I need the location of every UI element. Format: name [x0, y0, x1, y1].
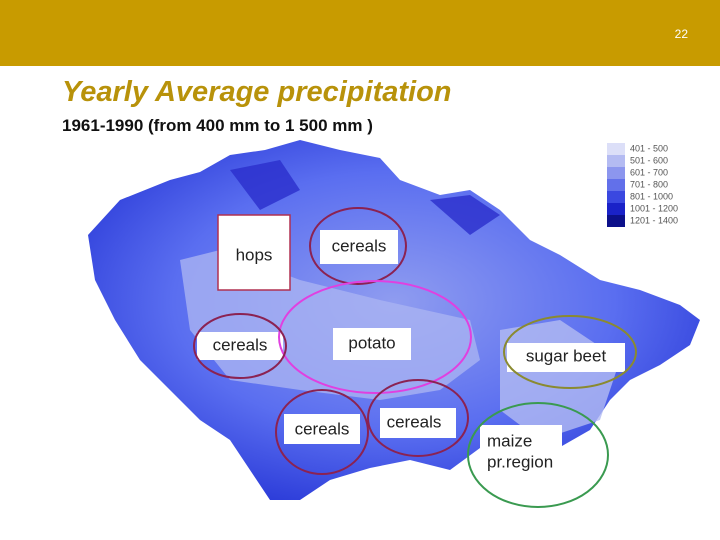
- region-outline: [193, 313, 287, 379]
- crop-label: maize: [487, 431, 532, 450]
- crop-label: cereals: [332, 236, 387, 255]
- legend-swatch: [607, 143, 625, 155]
- label-boxes: [197, 214, 625, 479]
- legend-label: 801 - 1000: [630, 191, 673, 201]
- label-box: [320, 230, 398, 264]
- crop-labels: hops cereals cereals potato sugar beet c…: [213, 236, 607, 438]
- label-box: [333, 328, 411, 360]
- mountain-region: [230, 160, 300, 210]
- crop-label: cereals: [295, 419, 350, 438]
- legend-swatch: [607, 167, 625, 179]
- label-box: [284, 414, 360, 444]
- label-box: [197, 332, 283, 360]
- legend-label: 701 - 800: [630, 179, 668, 189]
- legend-swatch: [607, 203, 625, 215]
- crop-label: sugar beet: [526, 346, 607, 365]
- page-number: 22: [675, 27, 689, 41]
- legend-label: 1201 - 1400: [630, 215, 678, 225]
- region-outline: [309, 207, 407, 285]
- label-box: [480, 425, 562, 479]
- title: Yearly Average precipitation: [62, 76, 452, 108]
- hops-box: [217, 214, 291, 291]
- subtitle: 1961-1990 (from 400 mm to 1 500 mm ): [62, 116, 373, 135]
- legend-label: 501 - 600: [630, 155, 668, 165]
- header-bar: [0, 0, 720, 66]
- legend-label: 401 - 500: [630, 143, 668, 153]
- legend-label: 1001 - 1200: [630, 203, 678, 213]
- legend-swatch: [607, 191, 625, 203]
- region-outline: [467, 402, 609, 508]
- label-box: [507, 343, 625, 372]
- crop-label: cereals: [387, 412, 442, 431]
- legend-swatch: [607, 179, 625, 191]
- region-outline: [503, 315, 637, 389]
- label-box: [380, 408, 456, 438]
- region-outlines: [193, 207, 637, 508]
- legend-swatch: [607, 155, 625, 167]
- region-outline: [367, 379, 469, 457]
- region-outline: [275, 389, 369, 475]
- mountain-region: [430, 195, 500, 235]
- crop-label: hops: [236, 245, 273, 264]
- legend: 401 - 500 501 - 600 601 - 700 701 - 800 …: [607, 143, 678, 227]
- legend-label: 601 - 700: [630, 167, 668, 177]
- crop-label: cereals: [213, 335, 268, 354]
- legend-swatch: [607, 215, 625, 227]
- crop-label: potato: [348, 333, 395, 352]
- crop-label: pr.region: [487, 452, 553, 471]
- region-outline: [278, 280, 472, 394]
